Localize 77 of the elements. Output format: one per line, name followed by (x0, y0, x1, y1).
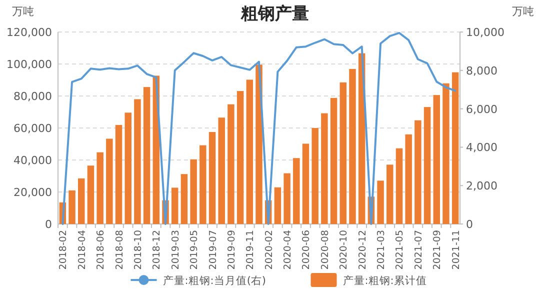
x-tick-label: 2018-10 (132, 230, 144, 270)
y2-tick-label: 2,000 (466, 180, 498, 193)
x-tick-label: 2020-02 (264, 230, 275, 270)
y-tick-label: 120,000 (6, 26, 52, 39)
bar (218, 118, 225, 224)
bar (208, 132, 216, 224)
bar (442, 83, 450, 224)
bar (396, 148, 403, 224)
x-tick-label: 2018-02 (58, 230, 70, 270)
bar (284, 173, 290, 224)
y2-tick-label: 0 (466, 218, 473, 231)
y-tick-label: 0 (45, 218, 52, 231)
bar (190, 159, 197, 224)
y2-tick-label: 8,000 (466, 64, 498, 78)
bar (106, 138, 113, 224)
line-series (62, 32, 456, 225)
bar (274, 187, 282, 224)
x-tick-label: 2021-11 (450, 230, 462, 270)
bar (312, 128, 318, 224)
bar (134, 99, 141, 224)
y2-tick-label: 10,000 (466, 26, 504, 39)
bar (302, 144, 310, 224)
bar (386, 164, 394, 224)
bar (124, 112, 132, 224)
x-tick-label: 2018-04 (76, 230, 88, 270)
bar (452, 72, 459, 224)
x-tick-label: 2019-03 (170, 230, 182, 270)
bar (433, 95, 440, 224)
x-tick-label: 2019-11 (245, 230, 256, 270)
x-tick-label: 2019-05 (189, 230, 200, 270)
legend-label: 产量:粗钢:累计值 (342, 274, 427, 287)
bar (246, 80, 254, 224)
bar (349, 68, 356, 224)
bar (340, 82, 347, 224)
bar (405, 134, 412, 224)
bar (330, 98, 338, 224)
x-tick-label: 2019-07 (208, 230, 219, 270)
y-axis-title: 万吨 (12, 5, 34, 18)
bar (414, 120, 422, 224)
y2-tick-label: 4,000 (466, 141, 498, 154)
x-tick-label: 2021-03 (376, 230, 388, 270)
x-tick-label: 2018-08 (114, 230, 126, 270)
y-tick-label: 40,000 (14, 154, 52, 167)
legend-label: 产量:粗钢:当月值(右) (162, 274, 266, 287)
bar (96, 152, 104, 224)
x-tick-label: 2018-12 (152, 230, 163, 270)
bar (321, 113, 328, 224)
bar (115, 124, 122, 224)
bar (171, 188, 178, 224)
bar (424, 107, 431, 224)
y-tick-label: 80,000 (14, 90, 52, 103)
bar (377, 180, 384, 224)
bar (78, 178, 85, 224)
x-tick-label: 2020-10 (338, 230, 350, 270)
x-tick-label: 2019-09 (226, 230, 238, 270)
y-tick-label: 20,000 (14, 186, 52, 199)
bar (143, 87, 150, 224)
bar (68, 190, 76, 224)
x-tick-label: 2021-07 (413, 230, 424, 270)
x-tick-label: 2020-08 (320, 230, 331, 270)
x-tick-label: 2020-12 (357, 230, 368, 270)
x-tick-label: 2021-09 (432, 230, 444, 270)
y-tick-label: 100,000 (6, 58, 52, 71)
bar (228, 104, 234, 224)
y2-axis-title: 万吨 (512, 5, 534, 18)
chart-title: 粗钢产量 (240, 4, 309, 24)
bar (200, 145, 206, 224)
x-tick-label: 2020-04 (282, 230, 294, 270)
bar (236, 91, 244, 224)
y-tick-label: 60,000 (14, 122, 52, 135)
bar (180, 174, 188, 224)
bar (293, 158, 300, 224)
bar (87, 166, 94, 224)
y2-tick-label: 6,000 (466, 102, 498, 116)
x-tick-label: 2018-06 (96, 230, 107, 270)
x-tick-label: 2020-06 (301, 230, 312, 270)
x-tick-label: 2021-05 (394, 230, 406, 270)
